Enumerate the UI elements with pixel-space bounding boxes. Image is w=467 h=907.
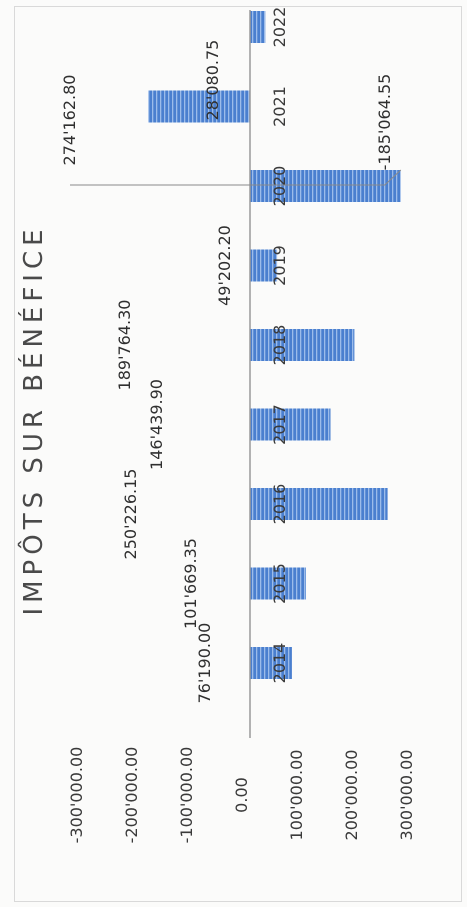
chart-title: IMPÔTS SUR BÉNÉFICE	[17, 224, 49, 615]
bar-2016	[250, 488, 388, 520]
bar-2021	[148, 90, 250, 123]
category-tick-label: 2022	[270, 7, 289, 48]
category-tick-label: 2014	[270, 643, 289, 684]
category-tick-label: 2020	[270, 166, 289, 207]
data-label-leader-2020	[70, 169, 402, 186]
value-tick-label: 0.00	[232, 777, 251, 813]
data-label-2014: 76'190.00	[195, 623, 214, 704]
bar-2018	[250, 329, 355, 361]
category-tick-label: 2021	[270, 86, 289, 127]
data-label-2016: 250'226.15	[121, 469, 140, 560]
data-label-2020: 274'162.80	[60, 75, 79, 166]
value-tick-label: -100'000.00	[177, 747, 196, 844]
data-label-2022: 28'080.75	[203, 40, 222, 121]
value-tick-label: 200'000.00	[342, 750, 361, 841]
data-label-2017: 146'439.90	[147, 379, 166, 470]
bar-2017	[250, 408, 331, 441]
bar-2019	[250, 249, 278, 282]
value-tick-label: -300'000.00	[67, 747, 86, 844]
data-label-2021: -185'064.55	[375, 74, 394, 171]
bar-2022	[250, 11, 266, 43]
bar-2015	[250, 567, 306, 600]
data-label-2015: 101'669.35	[181, 538, 200, 629]
bar-2020	[250, 170, 401, 202]
data-label-2018: 189'764.30	[115, 300, 134, 391]
bar-2014	[250, 647, 292, 679]
scan-border	[14, 6, 462, 902]
category-tick-label: 2016	[270, 484, 289, 525]
category-tick-label: 2018	[270, 325, 289, 366]
category-tick-label: 2019	[270, 245, 289, 286]
data-label-2019: 49'202.20	[215, 225, 234, 306]
value-tick-label: -200'000.00	[122, 747, 141, 844]
category-tick-label: 2017	[270, 404, 289, 445]
value-tick-label: 100'000.00	[287, 750, 306, 841]
value-tick-label: 300'000.00	[397, 750, 416, 841]
category-tick-label: 2015	[270, 563, 289, 604]
